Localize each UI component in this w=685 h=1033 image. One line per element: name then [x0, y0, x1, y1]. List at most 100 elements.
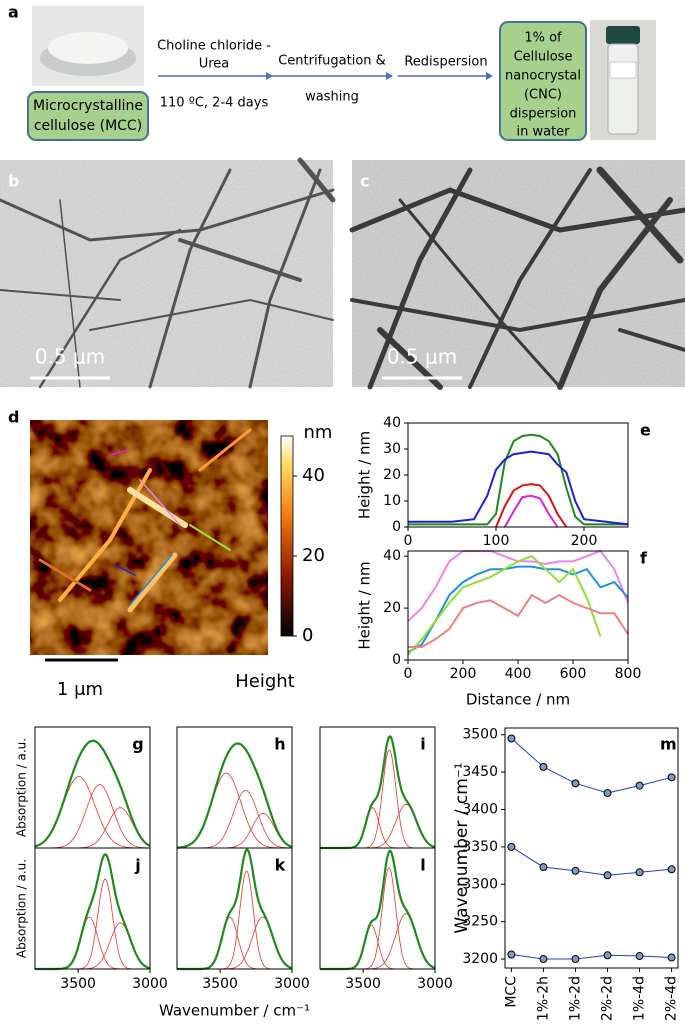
fit-sum [320, 849, 436, 971]
scale-bar-label: 1 μm [57, 679, 103, 700]
y-tick-label: 0 [392, 652, 401, 668]
step-text: Centrifugation & [278, 54, 386, 69]
y-tick-label: 30 [383, 441, 401, 457]
marker [539, 863, 548, 872]
x-tick-label: 1%-4d [632, 976, 648, 1021]
panel-label: l [420, 856, 425, 875]
powder [48, 32, 128, 64]
marker [571, 955, 580, 964]
plot-frame [319, 847, 436, 970]
y-tick-label: 3500 [462, 727, 498, 743]
channel-label: Height [235, 671, 295, 692]
y-axis-label: Absorption / a.u. [15, 738, 29, 837]
x-tick-label: 400 [505, 666, 532, 682]
series-line [495, 483, 568, 528]
panel-d: d 1 μm Height nm [8, 408, 332, 701]
marker [667, 953, 676, 962]
series-line [511, 954, 672, 960]
y-tick-label: 3250 [462, 914, 498, 930]
series-line [511, 846, 672, 876]
plot-frame [504, 727, 679, 969]
panel-label: e [640, 421, 651, 440]
box-text: 1% of [524, 31, 562, 46]
mcc-box [27, 91, 149, 141]
series-line [511, 738, 672, 794]
box-text: cellulose (MCC) [34, 118, 142, 134]
x-tick-label: 1%-2h [535, 976, 551, 1021]
x-axis-label: Distance / nm [466, 691, 570, 709]
fibers [349, 166, 685, 390]
box-text: nanocrystal [505, 69, 581, 84]
panel-b: b 0.5 μm [0, 157, 336, 389]
fit-component [35, 807, 151, 849]
marker [603, 951, 612, 960]
afm-fibers [38, 428, 252, 613]
x-tick-label: 0 [404, 666, 413, 682]
marker [603, 871, 612, 880]
afm-texture [30, 420, 268, 655]
box-text: (CNC) [524, 88, 562, 103]
x-tick-label: 100 [483, 533, 510, 549]
fit-sum [320, 735, 436, 850]
vial-body [607, 43, 639, 135]
panel-a: a Microcrystalline cellulose (MCC) Choli… [8, 3, 656, 141]
y-tick-label: 3400 [462, 801, 498, 817]
x-tick-label: 3500 [345, 976, 381, 992]
marker [539, 955, 548, 964]
x-axis-label: Wavenumber / cm⁻¹ [159, 1002, 310, 1020]
plot-frame [176, 847, 293, 970]
scale-bar-label: 0.5 μm [35, 345, 105, 369]
step-text: washing [305, 90, 359, 105]
fibers [0, 157, 336, 389]
cnc-box [499, 21, 587, 141]
x-tick-label: 3000 [132, 976, 168, 992]
fit-component [177, 790, 293, 849]
step-text: Redispersion [404, 55, 487, 70]
y-tick-label: 40 [383, 548, 401, 564]
y-tick-label: 10 [383, 493, 401, 509]
vial-tag [609, 61, 637, 79]
y-axis-label: Wavenumber / cm⁻¹ [452, 762, 472, 933]
y-axis-label: Absorption / a.u. [15, 859, 29, 958]
fit-component [177, 870, 292, 970]
fit-component [320, 749, 435, 849]
x-tick-label: 3500 [60, 976, 96, 992]
x-tick-label: 1%-2d [567, 976, 583, 1021]
fit-sum [35, 853, 151, 971]
series-line [503, 494, 559, 528]
scale-bar-label: 0.5 μm [387, 345, 457, 369]
series-line [408, 433, 628, 526]
tem-noise [352, 160, 685, 387]
vial-cap [606, 26, 640, 44]
fit-sum [177, 742, 293, 849]
marker [635, 781, 644, 790]
marker [507, 734, 516, 743]
fit-component [177, 812, 293, 849]
colorbar-tick-label: 0 [302, 625, 313, 646]
fit-component [35, 784, 150, 849]
x-tick-label: 200 [450, 666, 477, 682]
box-text: dispersion [510, 107, 577, 122]
marker [571, 779, 580, 788]
panel-label: g [132, 735, 143, 754]
marker [603, 789, 612, 798]
arrow-head [266, 72, 273, 80]
colorbar-tick-label: 20 [302, 545, 325, 566]
y-tick-label: 0 [392, 519, 401, 535]
panel-label: b [8, 172, 19, 191]
y-tick-label: 3450 [462, 764, 498, 780]
box-text: in water [516, 125, 570, 140]
y-tick-label: 40 [383, 415, 401, 431]
x-tick-label: 2%-4d [664, 976, 680, 1021]
y-axis-label: Height / nm [356, 561, 374, 649]
series-line [408, 593, 629, 648]
y-tick-label: 3300 [462, 876, 498, 892]
panel-label: i [420, 735, 425, 754]
step-text: 110 ºC, 2-4 days [160, 96, 269, 111]
marker [507, 950, 516, 959]
step-text: Urea [199, 57, 230, 72]
series-line [408, 450, 629, 526]
x-tick-label: 0 [404, 533, 413, 549]
panel-label: d [8, 408, 19, 427]
